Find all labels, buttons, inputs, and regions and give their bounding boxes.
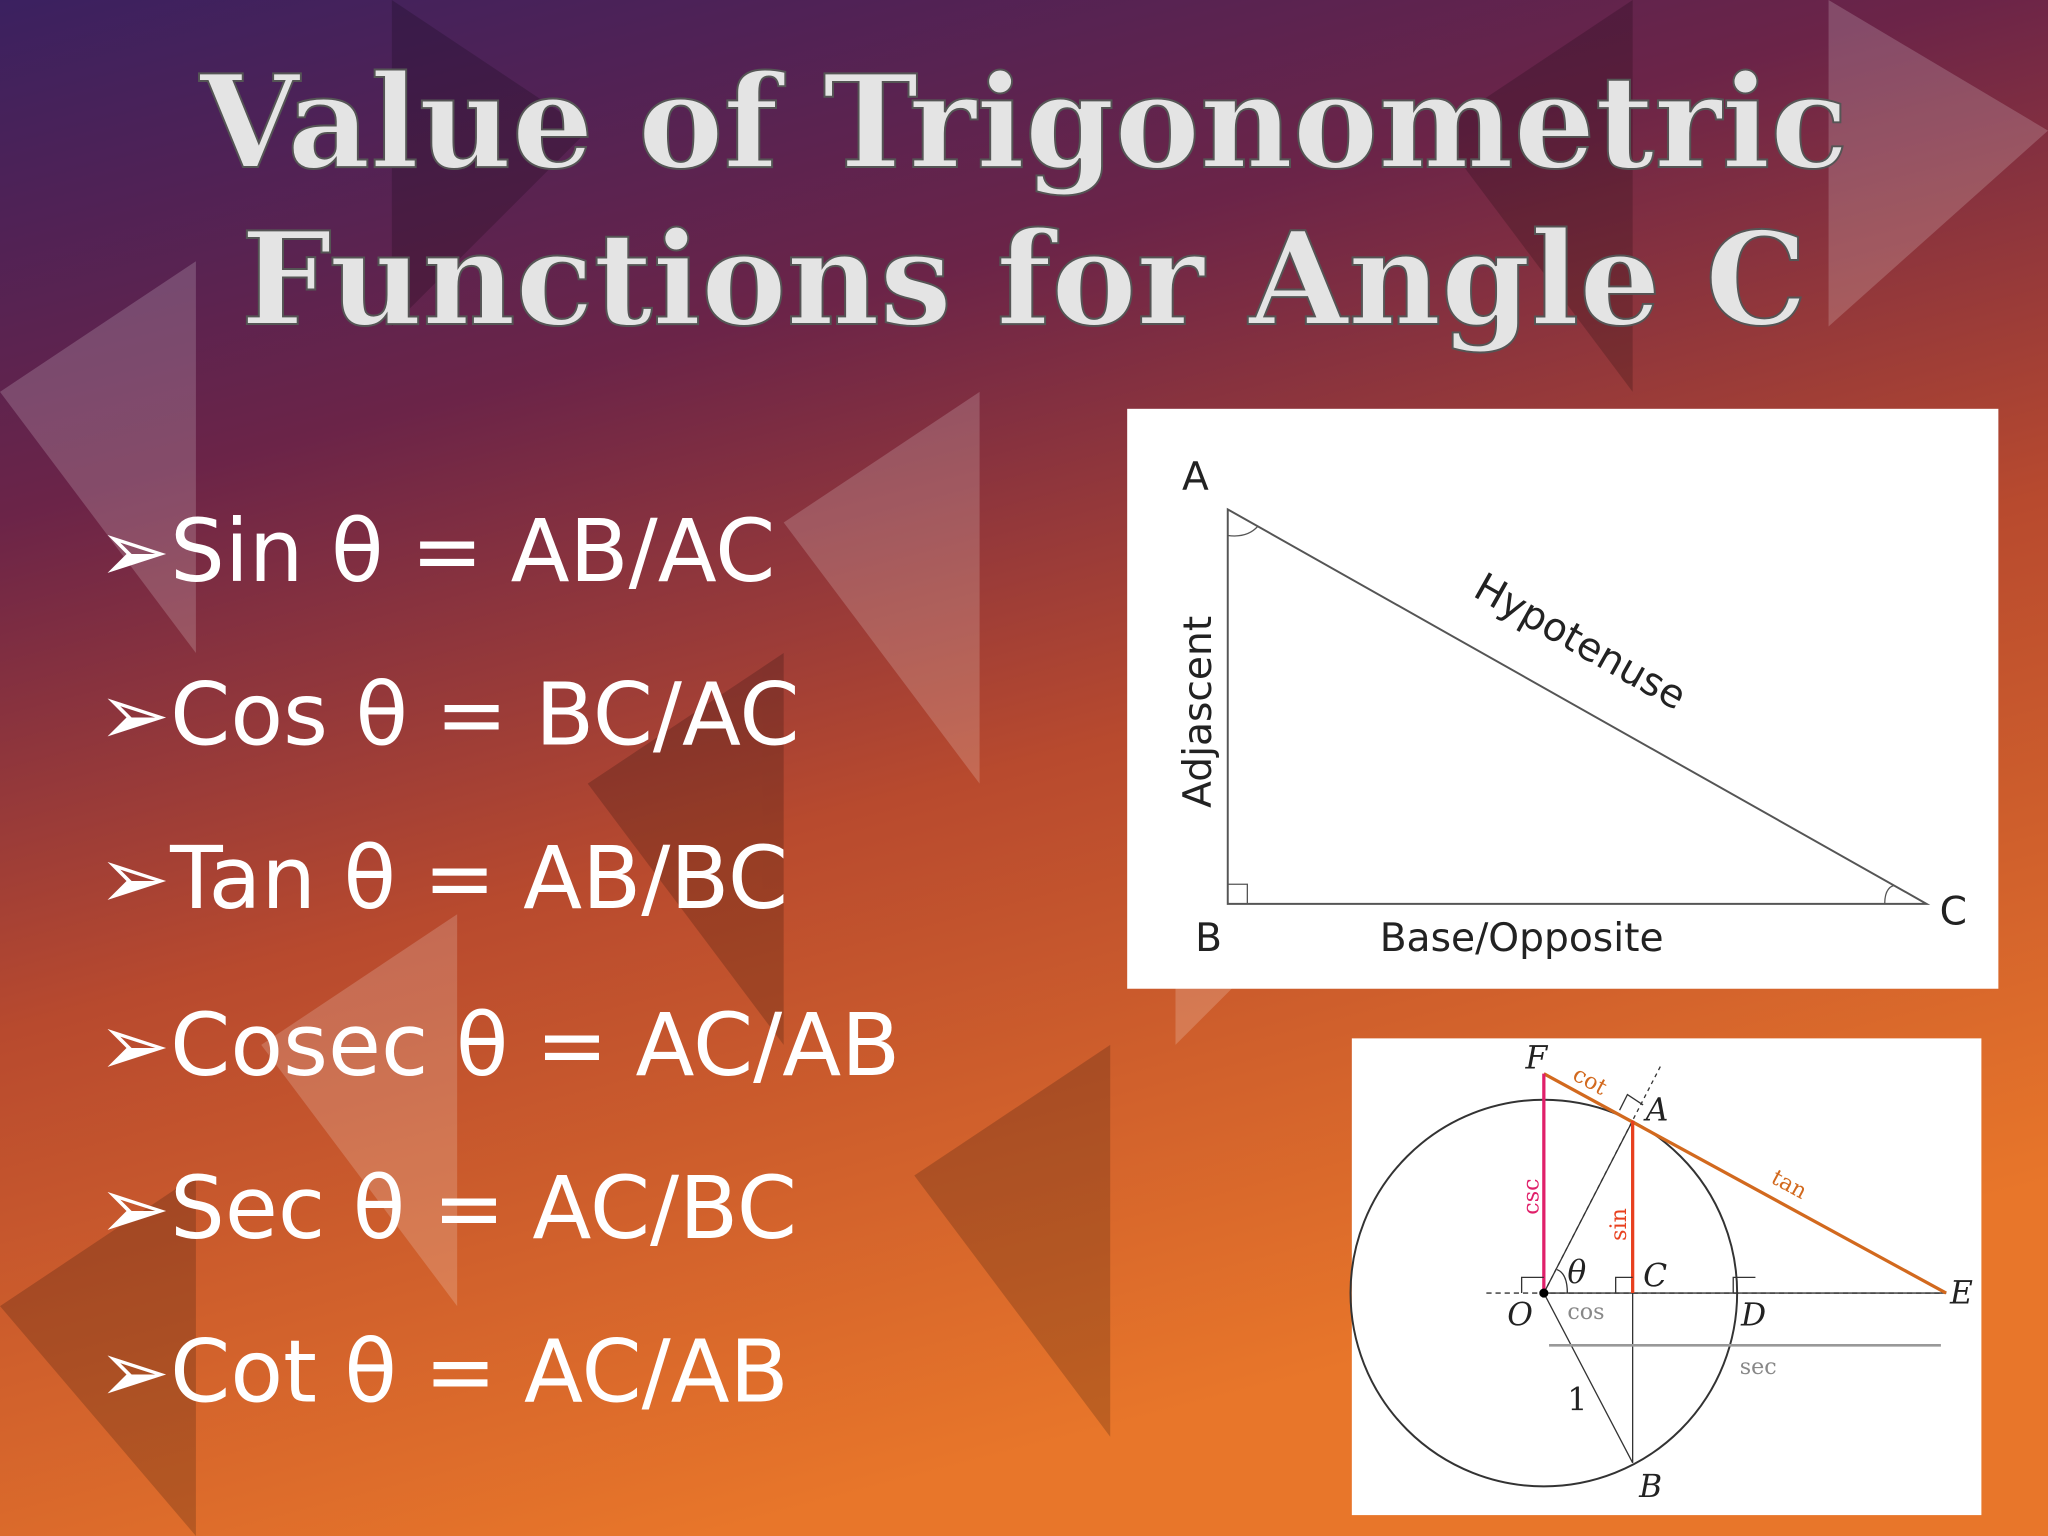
- point-label: D: [1740, 1298, 1766, 1334]
- angle-arc: [1227, 525, 1259, 537]
- circle-diagram: F A C E O D B θ cot tan csc sin cos sec …: [1349, 1038, 1982, 1516]
- angle-arc: [1556, 1268, 1568, 1294]
- segment-label: csc: [1519, 1178, 1545, 1214]
- tangent: [1543, 1072, 1947, 1295]
- bullet: ➢Sec θ = AC/BC: [98, 1159, 797, 1259]
- segment-label: sin: [1606, 1208, 1632, 1241]
- angle-label: θ: [1567, 1255, 1586, 1291]
- title-line: Value of Trigonometric: [199, 48, 1849, 198]
- title-line: Functions for Angle C: [241, 205, 1807, 355]
- diagram-panel: [1351, 1038, 1982, 1516]
- point-label: B: [1638, 1469, 1662, 1505]
- triangle: [1226, 507, 1931, 905]
- radius: [1543, 1292, 1634, 1464]
- vertex-label: A: [1182, 455, 1209, 500]
- side-label: Adjascent: [1176, 616, 1221, 808]
- vertex-label: C: [1940, 890, 1967, 935]
- bullet: ➢Cos θ = BC/AC: [98, 665, 800, 765]
- right-angle: [1227, 883, 1248, 904]
- radius: [1543, 1120, 1634, 1294]
- point-label: F: [1525, 1040, 1549, 1076]
- point-label: O: [1507, 1298, 1533, 1334]
- bullet: ➢Cot θ = AC/AB: [98, 1322, 789, 1422]
- vertex-label: B: [1195, 916, 1222, 961]
- right-angle: [1520, 1093, 1756, 1294]
- bullet: ➢Sin θ = AB/AC: [98, 502, 775, 602]
- segment-label: sec: [1740, 1354, 1777, 1380]
- bullet: ➢Cosec θ = AC/AB: [98, 996, 900, 1096]
- side-label: Base/Opposite: [1380, 916, 1664, 961]
- point-label: C: [1643, 1259, 1667, 1295]
- segment-label: cos: [1567, 1299, 1604, 1325]
- segment-label: 1: [1567, 1383, 1587, 1419]
- bullet: ➢Tan θ = AB/BC: [98, 829, 788, 929]
- triangle-diagram: A B C Adjascent Hypotenuse Base/Opposite: [1127, 408, 1999, 989]
- angle-arc: [1884, 884, 1895, 904]
- origin-point: [1539, 1288, 1549, 1298]
- point-label: E: [1949, 1276, 1973, 1312]
- point-label: A: [1643, 1093, 1669, 1129]
